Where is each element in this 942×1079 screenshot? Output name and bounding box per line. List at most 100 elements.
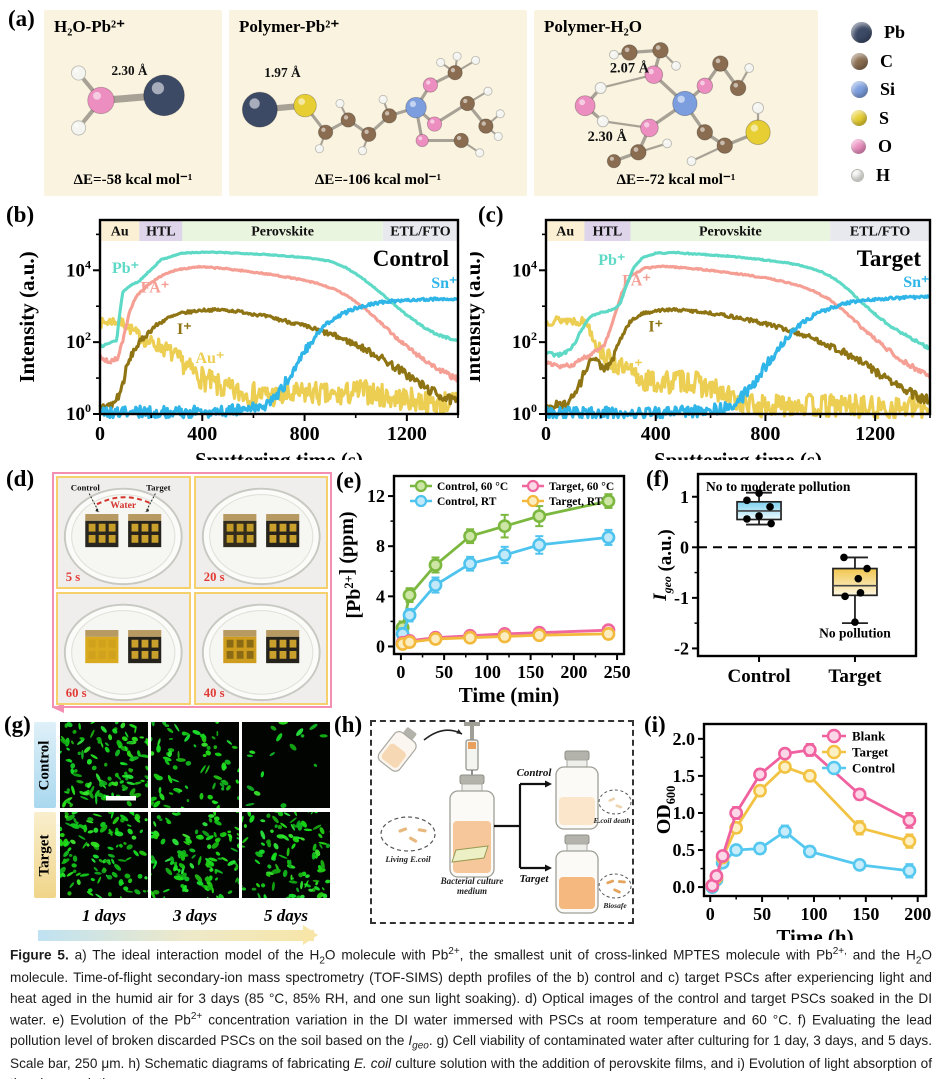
cell xyxy=(208,857,218,862)
cell xyxy=(125,857,132,861)
cell xyxy=(235,877,238,883)
cell xyxy=(96,736,102,742)
cell xyxy=(184,876,190,882)
panel-g-cell-viability: Control Target 1 days 3 days 5 days xyxy=(0,638,392,988)
s-atom xyxy=(745,119,771,145)
cell xyxy=(169,856,175,863)
legend-label: Target, RT xyxy=(549,496,603,508)
cell xyxy=(106,874,113,880)
cell xyxy=(119,780,124,784)
cell xyxy=(93,827,99,833)
cell xyxy=(66,747,70,751)
cell xyxy=(325,843,331,849)
series-line-I⁺ xyxy=(544,306,932,412)
cell xyxy=(172,765,178,770)
atom-highlight xyxy=(599,117,603,121)
x-tick-label: 150 xyxy=(517,662,544,682)
cell xyxy=(280,822,288,828)
cell xyxy=(227,860,236,866)
cell xyxy=(123,886,129,891)
h-atom xyxy=(335,98,345,109)
atom-highlight xyxy=(473,57,476,61)
cell xyxy=(82,791,90,796)
layer-band-label: HTL xyxy=(593,225,623,240)
electrode-pad xyxy=(151,534,159,543)
cell xyxy=(296,728,304,736)
data-point-Target xyxy=(852,820,867,835)
atom-highlight xyxy=(463,98,468,104)
electrode-pad xyxy=(236,639,244,648)
cell xyxy=(90,841,100,848)
cell xyxy=(87,888,93,893)
cell xyxy=(117,859,127,862)
cell xyxy=(304,880,309,889)
cell xyxy=(194,829,199,835)
cell xyxy=(266,813,271,818)
cell xyxy=(314,886,320,891)
cell xyxy=(76,780,84,784)
c-atom xyxy=(630,144,647,161)
cell xyxy=(112,816,120,825)
cell xyxy=(139,736,145,739)
h-atom xyxy=(609,49,619,60)
atom-highlight xyxy=(655,45,661,50)
cell xyxy=(236,832,240,836)
series-label: I⁺ xyxy=(648,318,663,335)
cell xyxy=(212,800,219,804)
cell xyxy=(208,817,213,823)
data-point-Target xyxy=(902,834,917,849)
electrode-pad xyxy=(131,651,139,659)
cell xyxy=(301,820,308,828)
legend-marker xyxy=(414,494,428,508)
fluorescence-image-control-3-days xyxy=(76,674,320,880)
cell xyxy=(202,830,210,837)
cell xyxy=(126,800,132,807)
cell xyxy=(201,884,206,888)
series-label: Au⁺ xyxy=(196,350,225,367)
cell xyxy=(318,841,329,845)
bond-length-label: 2.30 Å xyxy=(588,129,628,145)
atom-highlight xyxy=(249,98,260,109)
c-atom xyxy=(459,95,476,112)
legend-item-si: Si xyxy=(851,79,932,100)
cell xyxy=(66,814,75,821)
bottle-liquid xyxy=(559,877,595,909)
biosafe-label: Biosafe xyxy=(602,901,627,910)
y-tick-label: -1 xyxy=(674,588,689,608)
cell xyxy=(317,868,326,873)
cell xyxy=(120,814,129,822)
data-point-Control xyxy=(778,824,792,839)
electrode-pad xyxy=(236,523,244,532)
layer-band-label: Perovskite xyxy=(251,225,314,240)
cell xyxy=(172,838,179,846)
water-label: Water xyxy=(110,500,137,511)
atom-highlight xyxy=(321,127,326,132)
cell xyxy=(104,746,110,753)
box-target xyxy=(832,567,878,597)
atom-highlight xyxy=(450,67,456,73)
molecule-title: H₂O-Pb²⁺ xyxy=(54,17,126,36)
cell xyxy=(276,733,283,742)
bottle-cap xyxy=(564,750,590,761)
data-point-Control, 60 °C xyxy=(532,509,547,524)
electrode-pad xyxy=(226,523,233,532)
cell xyxy=(260,842,265,846)
series-line-I⁺ xyxy=(98,307,460,410)
cell xyxy=(108,782,113,787)
cell xyxy=(167,727,174,733)
fluorescence-image-control-1-days xyxy=(1,656,229,871)
cell xyxy=(219,833,224,836)
cell xyxy=(114,719,119,725)
cell-image xyxy=(159,734,381,985)
data-point xyxy=(854,574,863,583)
water-arc xyxy=(96,496,151,506)
x-tick-label: 100 xyxy=(474,662,501,682)
h-atom xyxy=(452,51,462,61)
syringe-plunger xyxy=(470,726,474,742)
cell xyxy=(214,869,224,874)
atom-color-legend: Pb C Si S O H xyxy=(825,10,938,196)
h-atom xyxy=(744,63,755,73)
electrode-pad xyxy=(289,639,296,648)
cell xyxy=(178,863,186,869)
